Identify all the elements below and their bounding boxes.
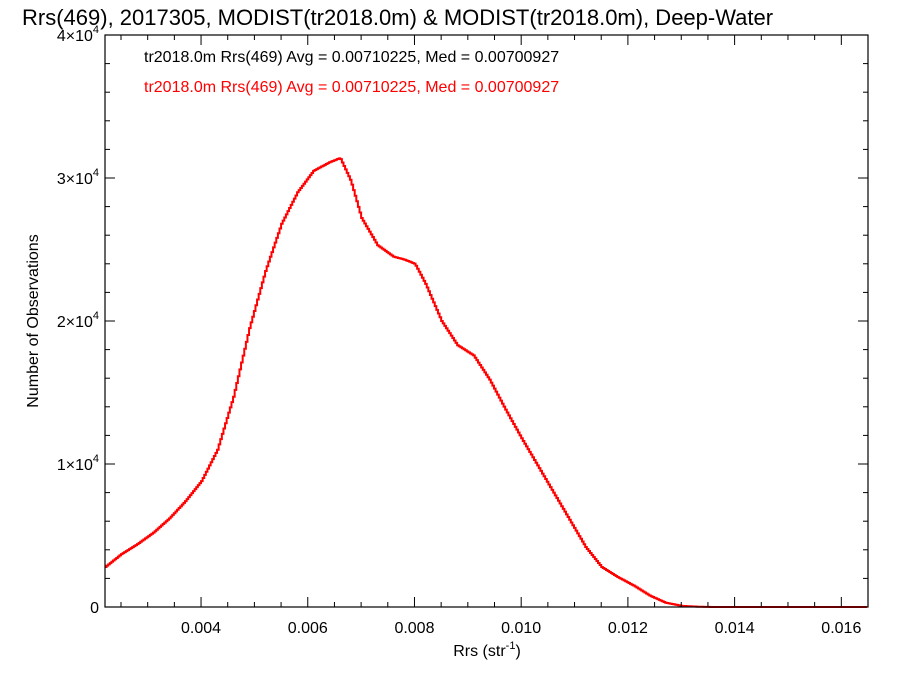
x-tick-label-6: 0.016	[821, 620, 861, 637]
x-axis: 0.004 0.006 0.008 0.010 0.012 0.014 0.016	[120, 35, 861, 637]
x-tick-label-3: 0.010	[501, 620, 541, 637]
x-tick-label-5: 0.014	[715, 620, 755, 637]
chart-title: Rrs(469), 2017305, MODIST(tr2018.0m) & M…	[22, 5, 773, 30]
legend: tr2018.0m Rrs(469) Avg = 0.00710225, Med…	[144, 49, 559, 96]
x-tick-label-2: 0.008	[394, 620, 434, 637]
plot-area	[105, 157, 867, 608]
y-tick-label-0: 0	[90, 600, 99, 617]
histogram-series-0	[105, 157, 867, 608]
legend-entry-red: tr2018.0m Rrs(469) Avg = 0.00710225, Med…	[144, 79, 559, 96]
legend-entry-black: tr2018.0m Rrs(469) Avg = 0.00710225, Med…	[144, 49, 559, 66]
y-tick-label-3: 3×104	[57, 167, 99, 188]
x-axis-label: Rrs (str-1)	[453, 640, 521, 660]
x-tick-label-0: 0.004	[181, 620, 221, 637]
x-tick-label-1: 0.006	[288, 620, 328, 637]
y-axis: 0 1×104 2×104 3×104 4×104	[57, 24, 868, 617]
y-axis-label: Number of Observations	[25, 234, 42, 407]
y-tick-label-4: 4×104	[57, 24, 99, 45]
y-tick-label-1: 1×104	[57, 453, 99, 474]
y-tick-label-2: 2×104	[57, 310, 99, 331]
x-tick-label-4: 0.012	[608, 620, 648, 637]
plot-frame	[104, 34, 869, 608]
